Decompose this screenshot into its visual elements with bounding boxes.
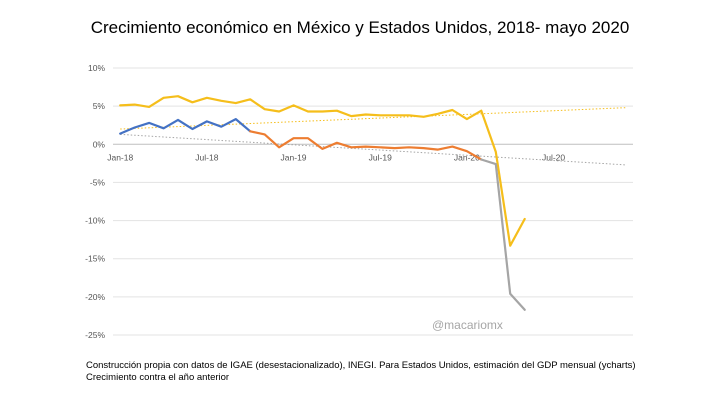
watermark: @macariomx: [432, 318, 503, 332]
series-line-2: [249, 130, 483, 161]
series-line-3: [480, 158, 526, 311]
series-lines: [119, 95, 526, 311]
series-line-0: [119, 95, 526, 247]
y-tick-label: -5%: [90, 177, 106, 187]
x-tick-label: Jul-19: [369, 152, 392, 162]
trendline-1: [120, 133, 626, 166]
y-tick-label: 5%: [93, 101, 106, 111]
source-note: Construcción propia con datos de IGAE (d…: [86, 360, 636, 384]
x-tick-label: Jul-20: [542, 152, 565, 162]
x-tick-label: Jan-19: [281, 152, 307, 162]
series-line-1: [119, 117, 252, 135]
gridlines: [113, 67, 633, 336]
trendlines: [120, 107, 626, 166]
y-tick-label: -25%: [85, 330, 105, 340]
chart-title: Crecimiento económico en México y Estado…: [90, 18, 630, 37]
source-note-line-1: Construcción propia con datos de IGAE (d…: [86, 360, 636, 371]
y-tick-label: -10%: [85, 216, 105, 226]
x-axis-tick-labels: Jan-18 Jul-18 Jan-19 Jul-19 Jan-20 Jul-20: [107, 152, 565, 162]
y-tick-label: -20%: [85, 292, 105, 302]
y-tick-label: 10%: [88, 63, 105, 73]
y-tick-label: 0%: [93, 139, 106, 149]
x-tick-label: Jan-20: [454, 152, 480, 162]
y-tick-label: -15%: [85, 254, 105, 264]
y-axis-tick-labels: 10% 5% 0% -5% -10% -15% -20% -25%: [85, 63, 105, 340]
trendline-0: [120, 107, 626, 130]
x-tick-label: Jan-18: [107, 152, 133, 162]
x-tick-label: Jul-18: [195, 152, 218, 162]
source-note-line-2: Crecimiento contra el año anterior: [86, 372, 230, 383]
